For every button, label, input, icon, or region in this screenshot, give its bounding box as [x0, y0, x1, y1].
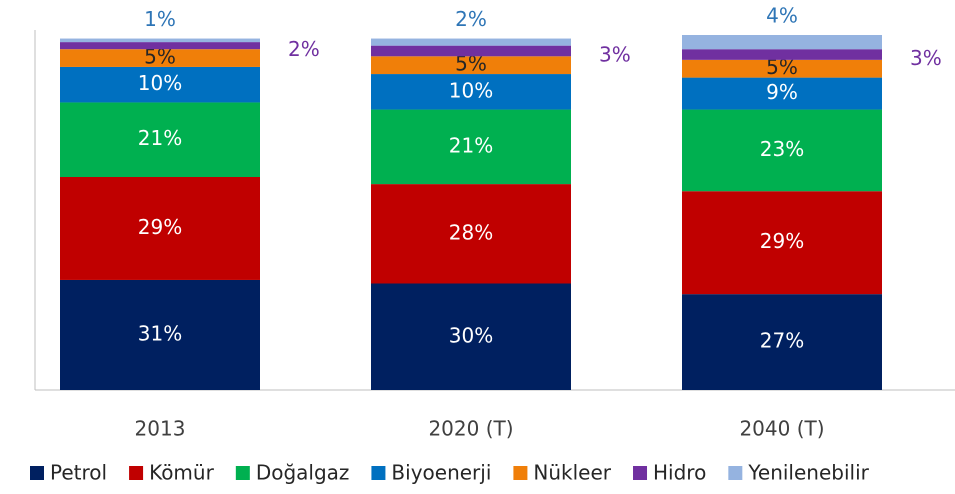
- bar-segment: [60, 38, 260, 43]
- legend-label: Nükleer: [533, 461, 611, 485]
- data-label: 2%: [288, 37, 320, 61]
- bar-segment: [60, 66, 260, 103]
- data-label: 9%: [766, 80, 798, 104]
- legend-label: Petrol: [50, 461, 107, 485]
- data-label: 28%: [449, 220, 493, 244]
- bar-segment: [60, 177, 260, 280]
- data-label: 1%: [144, 7, 176, 31]
- data-label: 27%: [760, 329, 804, 353]
- x-tick-label: 2020 (T): [428, 417, 513, 441]
- bar-segment: [371, 184, 571, 284]
- bar-segment: [682, 191, 882, 295]
- bar-segment: [371, 74, 571, 110]
- data-label: 2%: [455, 7, 487, 31]
- bar-segment: [682, 294, 882, 390]
- legend-label: Kömür: [149, 461, 215, 485]
- legend-swatch: [371, 466, 386, 480]
- bar-segment: [371, 109, 571, 185]
- legend-label: Doğalgaz: [256, 461, 350, 485]
- data-label: 23%: [760, 137, 804, 161]
- bar-segment: [682, 35, 882, 50]
- data-label: 5%: [144, 45, 176, 69]
- data-label: 4%: [766, 4, 798, 28]
- bar-segment: [682, 109, 882, 192]
- data-label: 31%: [138, 321, 182, 345]
- legend-label: Yenilenebilir: [747, 461, 869, 485]
- bar-segment: [60, 42, 260, 50]
- bar-segment: [682, 59, 882, 78]
- legend-swatch: [235, 466, 250, 480]
- bar-segment: [682, 49, 882, 60]
- legend-swatch: [633, 466, 648, 480]
- data-label: 30%: [449, 323, 493, 347]
- data-label: 3%: [910, 46, 942, 70]
- x-tick-label: 2013: [135, 417, 186, 441]
- bar-segment: [371, 45, 571, 57]
- legend-swatch: [129, 466, 144, 480]
- legend-swatch: [513, 466, 528, 480]
- legend-swatch: [30, 466, 44, 480]
- data-label: 29%: [138, 215, 182, 239]
- data-label: 29%: [760, 229, 804, 253]
- data-label: 21%: [138, 126, 182, 150]
- data-label: 10%: [138, 71, 182, 95]
- bar-segment: [60, 49, 260, 67]
- legend-swatch: [728, 466, 743, 480]
- bar-segment: [682, 77, 882, 110]
- bar-segment: [60, 279, 260, 390]
- legend-label: Biyoenerji: [391, 461, 491, 485]
- bar-segment: [371, 283, 571, 390]
- bar-segment: [371, 38, 571, 46]
- x-tick-label: 2040 (T): [739, 417, 824, 441]
- data-label: 21%: [449, 133, 493, 157]
- data-label: 10%: [449, 78, 493, 102]
- legend-label: Hidro: [653, 461, 706, 485]
- data-label: 3%: [599, 42, 631, 66]
- bar-segment: [60, 102, 260, 177]
- bar-segment: [371, 56, 571, 75]
